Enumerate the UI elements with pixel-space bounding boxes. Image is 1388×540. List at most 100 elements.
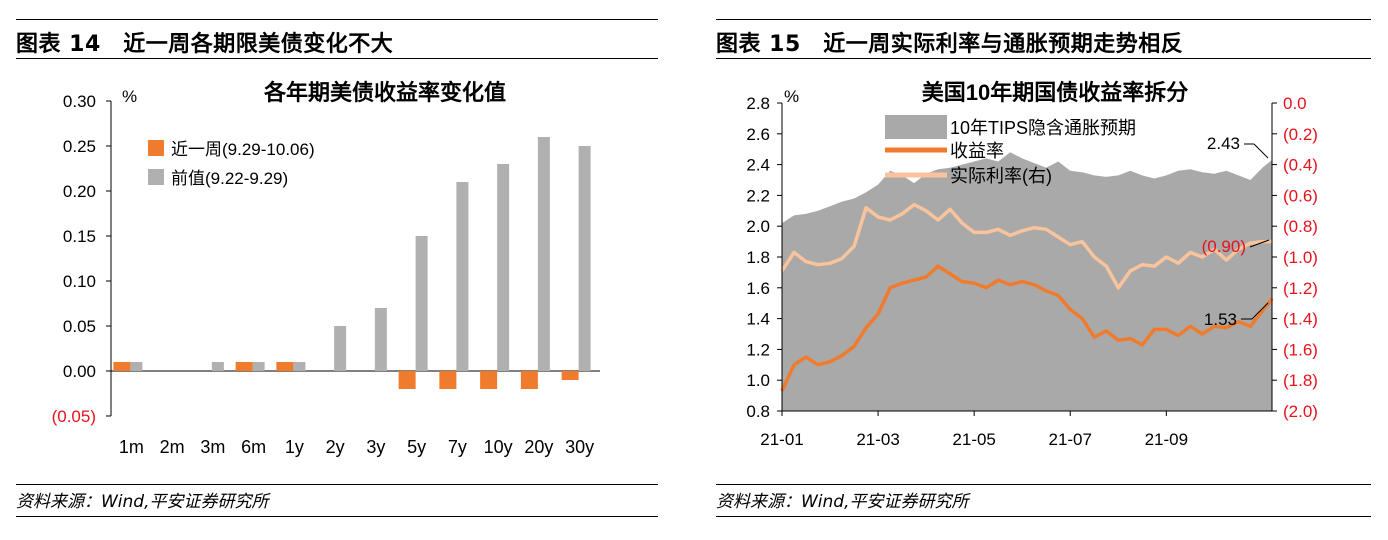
line-y-tick-label-right: (1.4) — [1283, 310, 1318, 329]
figure-14-top-rule — [16, 19, 658, 20]
bar-y-tick-label: 0.20 — [63, 182, 96, 201]
figure-14-bottom-rule — [16, 516, 658, 517]
legend-swatch-inflation — [885, 115, 947, 139]
figure-14-source: 资料来源：Wind,平安证券研究所 — [16, 492, 269, 512]
line-y-tick-label-left: 2.0 — [746, 217, 770, 236]
line-y-tick-label-left: 1.8 — [746, 248, 770, 267]
bar-week-30y — [561, 371, 579, 380]
line-y-tick-label-left: 1.0 — [746, 371, 770, 390]
bar-week-1m — [113, 362, 131, 371]
line-chart-title: 美国10年期国债收益率拆分 — [922, 80, 1188, 105]
legend-label-inflation: 10年TIPS隐含通胀预期 — [950, 118, 1136, 138]
bar-prev-3m — [211, 362, 224, 371]
figure-15-source-rule — [716, 484, 1371, 485]
line-y-tick-label-right: (0.8) — [1283, 217, 1318, 236]
line-x-tick-label: 21-01 — [760, 430, 803, 449]
bar-prev-3y — [374, 308, 387, 371]
legend-label-real-rate: 实际利率(右) — [950, 166, 1052, 186]
bar-prev-1y — [293, 362, 306, 371]
bar-prev-30y — [578, 146, 591, 371]
bar-prev-20y — [537, 137, 550, 371]
line-y-tick-label-left: 2.8 — [746, 94, 770, 113]
bar-chart-title: 各年期美债收益率变化值 — [263, 80, 506, 105]
line-y-tick-label-left: 1.4 — [746, 310, 770, 329]
figure-15-panel: 图表 15 近一周实际利率与通胀预期走势相反 美国10年期国债收益率拆分% 0.8… — [700, 0, 1388, 540]
bar-x-tick-label: 7y — [448, 437, 467, 457]
series-line-real-rate — [780, 202, 1272, 290]
bar-x-tick-label: 2m — [160, 437, 185, 457]
annotation-yield-value: 1.53 — [1204, 310, 1237, 329]
bar-x-tick-label: 5y — [407, 437, 426, 457]
line-y-tick-label-right: (0.4) — [1283, 156, 1318, 175]
bar-y-tick-label: 0.15 — [63, 227, 96, 246]
line-y-tick-label-right: (2.0) — [1283, 402, 1318, 421]
bar-week-10y — [480, 371, 498, 389]
line-y-tick-label-right: (1.8) — [1283, 371, 1318, 390]
line-y-tick-label-right: (0.2) — [1283, 125, 1318, 144]
figure-15-source: 资料来源：Wind,平安证券研究所 — [716, 492, 969, 512]
legend-swatch-prev — [148, 169, 164, 185]
figure-15-bottom-rule — [716, 516, 1371, 517]
bar-x-tick-label: 1m — [119, 437, 144, 457]
bar-prev-6m — [252, 362, 265, 371]
legend-label-week: 近一周(9.29-10.06) — [171, 140, 315, 159]
line-y-tick-label-left: 1.6 — [746, 279, 770, 298]
line-y-tick-label-right: (1.0) — [1283, 248, 1318, 267]
bar-y-tick-label: 0.30 — [63, 92, 96, 111]
bar-x-tick-label: 6m — [241, 437, 266, 457]
figure-14-panel: 图表 14 近一周各期限美债变化不大 各年期美债收益率变化值% (0.05) 0.0… — [0, 0, 670, 540]
bar-x-tick-label: 10y — [484, 437, 513, 457]
bar-chart: 各年期美债收益率变化值% (0.05) 0.00 0.05 0.10 0.15 0.20 0.… — [52, 80, 600, 457]
legend-label-yield: 收益率 — [950, 141, 1004, 161]
line-x-tick-label: 21-05 — [952, 430, 995, 449]
bar-y-tick-label: (0.05) — [52, 407, 96, 426]
line-y-tick-label-left: 2.6 — [746, 125, 770, 144]
line-x-tick-label: 21-03 — [856, 430, 899, 449]
bar-y-tick-label: 0.00 — [63, 362, 96, 381]
bar-x-tick-label: 1y — [285, 437, 304, 457]
line-y-tick-label-left: 0.8 — [746, 402, 770, 421]
line-y-tick-label-right: (1.2) — [1283, 279, 1318, 298]
line-y-tick-label-right: (1.6) — [1283, 340, 1318, 359]
bar-y-unit: % — [122, 87, 137, 106]
bar-y-tick-label: 0.10 — [63, 272, 96, 291]
figure-15-top-rule — [716, 19, 1371, 20]
bar-week-7y — [439, 371, 457, 389]
annotation-real-rate-value: (0.90) — [1202, 237, 1246, 256]
bar-x-tick-label: 2y — [326, 437, 345, 457]
line-y-tick-label-right: 0.0 — [1283, 94, 1307, 113]
figure-15-title-rule — [716, 58, 1371, 59]
bar-prev-7y — [456, 182, 469, 371]
line-x-tick-label: 21-07 — [1048, 430, 1091, 449]
bar-x-tick-label: 3m — [200, 437, 225, 457]
bar-prev-10y — [497, 164, 510, 371]
bar-week-5y — [398, 371, 416, 389]
legend-label-prev: 前值(9.22-9.29) — [171, 169, 288, 188]
bar-y-tick-label: 0.05 — [63, 317, 96, 336]
line-y-tick-label-left: 2.4 — [746, 156, 770, 175]
annotation-leader-real-rate — [1249, 239, 1270, 248]
figure-14-title-rule — [16, 58, 658, 59]
bar-week-1y — [276, 362, 294, 371]
legend-swatch-week — [148, 140, 164, 156]
figure-14-source-rule — [16, 484, 658, 485]
line-y-tick-label-left: 2.2 — [746, 186, 770, 205]
bar-week-6m — [235, 362, 253, 371]
annotation-leader-yield-2 — [1251, 302, 1269, 320]
figure-14-title: 图表 14 近一周各期限美债变化不大 — [16, 32, 394, 57]
bar-y-tick-label: 0.25 — [63, 137, 96, 156]
bar-x-tick-label: 30y — [565, 437, 594, 457]
bar-x-tick-label: 20y — [524, 437, 553, 457]
annotation-leader-inflation-2 — [1253, 143, 1269, 159]
line-y-unit: % — [784, 87, 799, 106]
line-y-tick-label-right: (0.6) — [1283, 186, 1318, 205]
figure-15-title: 图表 15 近一周实际利率与通胀预期走势相反 — [716, 32, 1184, 57]
series-line-yield — [780, 264, 1274, 392]
bar-prev-1m — [130, 362, 143, 371]
bar-x-tick-label: 3y — [366, 437, 385, 457]
bar-week-20y — [520, 371, 538, 389]
bar-prev-2y — [334, 326, 347, 371]
bar-prev-5y — [415, 236, 428, 371]
line-chart: 美国10年期国债收益率拆分% 0.8 1.0 1.2 1.4 1.6 1.8 2.0 2.2 2.… — [746, 80, 1318, 449]
line-x-tick-label: 21-09 — [1145, 430, 1188, 449]
